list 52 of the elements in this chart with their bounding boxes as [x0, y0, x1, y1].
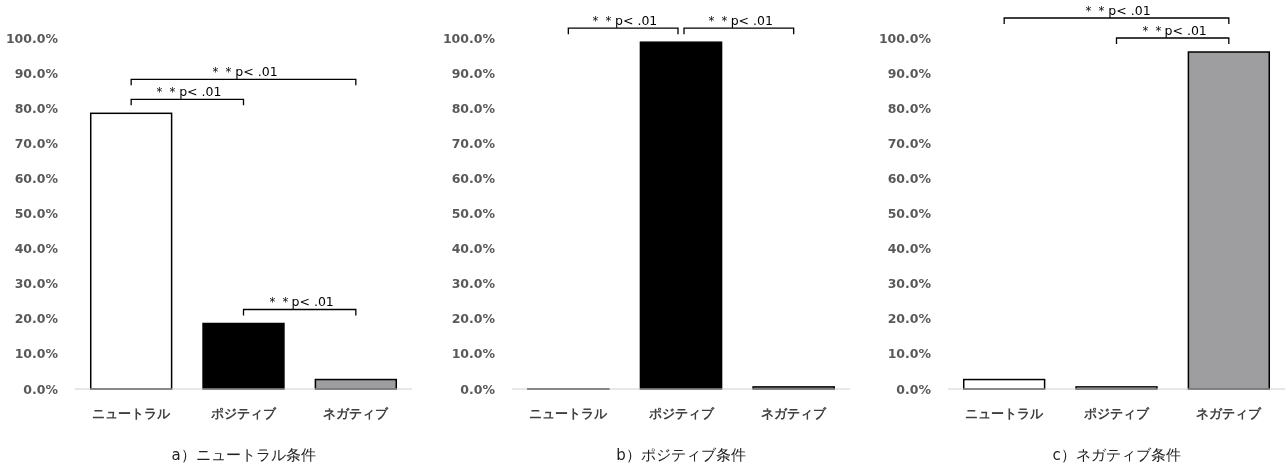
x-tick-label: ニュートラル	[965, 406, 1045, 421]
y-tick-label: 20.0%	[14, 311, 59, 327]
x-tick-label: ネガティブ	[323, 406, 390, 421]
x-tick-label: ネガティブ	[761, 406, 828, 421]
y-tick-label: 20.0%	[887, 311, 932, 327]
x-tick-label: ポジティブ	[647, 406, 715, 421]
y-tick-label: 70.0%	[14, 136, 59, 152]
y-tick-label: 80.0%	[887, 101, 932, 117]
y-tick-label: 50.0%	[887, 206, 932, 222]
annotation: ＊＊p< .01	[153, 84, 222, 100]
text: ＊＊p< .01	[704, 13, 773, 29]
text: ＊＊p< .01	[589, 13, 658, 29]
y-tick-label: 40.0%	[451, 241, 496, 257]
y-tick-label: 90.0%	[887, 66, 932, 82]
y-tick-label: 30.0%	[887, 276, 932, 292]
x-tick-label: ニュートラル	[529, 406, 609, 421]
y-tick-label: 60.0%	[14, 171, 59, 187]
y-tick-label: 30.0%	[451, 276, 496, 292]
text: ＊＊p< .01	[1082, 3, 1151, 19]
y-tick-label: 0.0%	[896, 381, 932, 397]
annotation: ＊＊p< .01	[265, 294, 334, 310]
y-tick-label: 80.0%	[451, 101, 496, 117]
y-tick-label: 40.0%	[14, 241, 59, 257]
y-tick-label: 80.0%	[14, 101, 59, 117]
y-tick-label: 100.0%	[442, 31, 496, 47]
y-tick-label: 40.0%	[887, 241, 932, 257]
y-tick-label: 0.0%	[460, 381, 496, 397]
y-tick-label: 60.0%	[887, 171, 932, 187]
text: b）ポジティブ条件	[616, 446, 746, 464]
annotation: ＊＊p< .01	[209, 64, 278, 80]
y-tick-label: 70.0%	[451, 136, 496, 152]
x-tick-label: ポジティブ	[210, 406, 277, 421]
y-tick-label: 60.0%	[451, 171, 496, 187]
y-tick-label: 10.0%	[14, 346, 59, 362]
y-tick-label: 20.0%	[451, 311, 496, 327]
y-tick-label: 70.0%	[887, 136, 932, 152]
y-tick-label: 90.0%	[14, 66, 59, 82]
y-tick-label: 90.0%	[451, 66, 496, 82]
text: a）ニュートラル条件	[171, 446, 316, 464]
x-tick-label: ニュートラル	[92, 406, 172, 421]
text: c）ネガティブ条件	[1052, 446, 1181, 464]
y-tick-label: 0.0%	[23, 381, 59, 397]
x-tick-label: ポジティブ	[1083, 406, 1150, 421]
y-tick-label: 50.0%	[14, 206, 59, 222]
y-tick-label: 30.0%	[14, 276, 59, 292]
text: ＊＊p< .01	[1138, 23, 1207, 39]
y-tick-label: 10.0%	[451, 346, 496, 362]
x-tick-label: ネガティブ	[1196, 406, 1263, 421]
y-tick-label: 50.0%	[451, 206, 496, 222]
y-tick-label: 100.0%	[878, 31, 932, 47]
y-tick-label: 100.0%	[5, 31, 59, 47]
y-tick-label: 10.0%	[887, 346, 932, 362]
